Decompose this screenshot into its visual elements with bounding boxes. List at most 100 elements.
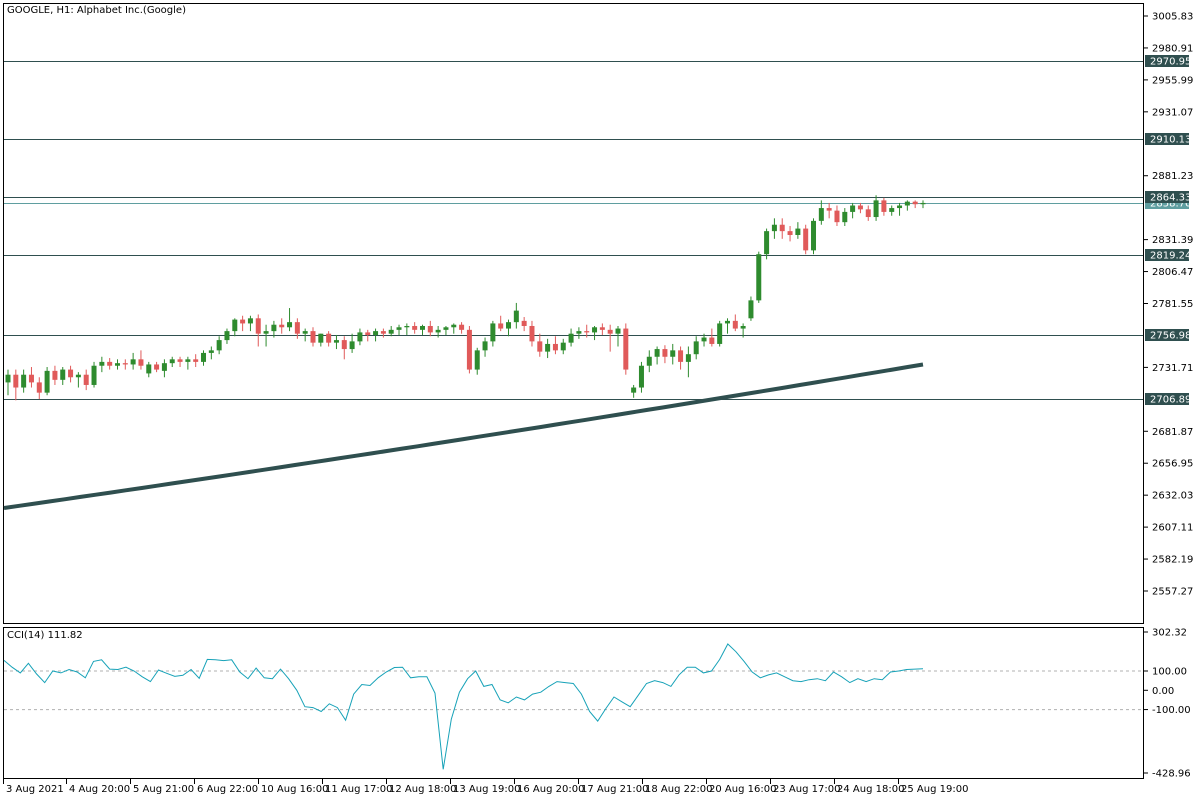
candle-body	[529, 325, 535, 342]
price-box-bg	[1145, 329, 1189, 341]
candle-body	[240, 319, 246, 324]
candle	[5, 369, 11, 396]
candle	[68, 365, 74, 383]
candle	[388, 325, 394, 337]
candle-body	[52, 370, 58, 380]
candle	[349, 333, 355, 353]
candle	[193, 354, 199, 368]
candle-body	[498, 323, 504, 329]
time-tick-label: 23 Aug 17:00	[773, 784, 840, 795]
price-tick-label: 2681.87	[1152, 427, 1193, 438]
candle	[670, 343, 676, 365]
candle-body	[834, 210, 840, 223]
candle	[537, 333, 543, 357]
candle-body	[263, 331, 269, 334]
candle-body	[615, 328, 621, 334]
level-price-box: 2756.98	[1145, 329, 1191, 342]
candle-body	[912, 201, 918, 205]
candle	[709, 328, 715, 347]
cci-title: CCI(14) 111.82	[7, 630, 83, 641]
candle	[177, 356, 183, 368]
candle	[404, 323, 410, 335]
candle	[396, 324, 402, 335]
candle-body	[513, 310, 519, 323]
candle-body	[482, 341, 488, 351]
candle-body	[748, 300, 754, 319]
time-tick-label: 4 Aug 20:00	[69, 784, 130, 795]
candle	[154, 361, 160, 373]
chart-title: GOOGLE, H1: Alphabet Inc.(Google)	[7, 5, 186, 16]
candle-body	[787, 231, 793, 235]
cci-tick-label: -100.00	[1152, 705, 1191, 716]
price-box-label: 2858.70	[1150, 199, 1191, 210]
candle-body	[114, 363, 120, 366]
candle	[482, 337, 488, 357]
candle	[787, 226, 793, 242]
horizontal-levels	[4, 61, 1143, 400]
candle	[326, 331, 332, 347]
moving-average-line	[3, 362, 924, 510]
candle	[91, 361, 97, 388]
candle-body	[560, 342, 566, 351]
price-tick-label: 2656.95	[1152, 459, 1193, 470]
candle-body	[326, 333, 332, 343]
candle	[380, 328, 386, 338]
candle-body	[146, 364, 152, 374]
candle-body	[341, 340, 347, 350]
candle	[912, 200, 918, 209]
candle	[490, 320, 496, 347]
candle-body	[490, 323, 496, 342]
candle-body	[255, 318, 261, 334]
candle-body	[638, 365, 644, 388]
candle	[693, 336, 699, 360]
candle-body	[732, 320, 738, 329]
candle-body	[5, 374, 11, 383]
candle-body	[818, 208, 824, 221]
candle	[185, 356, 191, 370]
candle	[897, 202, 903, 216]
candle-body	[521, 320, 527, 326]
candle	[521, 317, 527, 332]
candle	[881, 197, 887, 216]
candle-body	[28, 374, 34, 383]
candle	[803, 224, 809, 255]
candle	[36, 377, 42, 400]
candle	[857, 202, 863, 214]
candle	[240, 315, 246, 332]
candle-body	[443, 327, 449, 330]
candle	[623, 323, 629, 375]
candle	[255, 314, 261, 347]
candle-body	[803, 228, 809, 251]
candle	[764, 228, 770, 260]
candle	[662, 345, 668, 364]
candle	[52, 365, 58, 385]
candle	[216, 336, 222, 355]
time-tick-label: 13 Aug 19:00	[453, 784, 520, 795]
price-box-label: 2970.95	[1150, 57, 1191, 68]
candle	[529, 320, 535, 347]
price-box-label: 2864.33	[1150, 193, 1191, 204]
candle-body	[592, 327, 598, 333]
candle-body	[68, 369, 74, 378]
candle	[28, 367, 34, 388]
candle	[740, 323, 746, 338]
level-price-box: 2864.33	[1145, 191, 1191, 204]
candle	[732, 314, 738, 332]
candle-body	[310, 331, 316, 343]
candle	[615, 325, 621, 347]
candle-body	[232, 319, 238, 332]
candle-body	[130, 359, 136, 365]
candle-body	[693, 341, 699, 355]
time-tick-label: 24 Aug 18:00	[837, 784, 904, 795]
candle	[474, 347, 480, 375]
candle-body	[842, 211, 848, 223]
candle-body	[396, 327, 402, 330]
candle-body	[631, 387, 637, 393]
candle-body	[709, 337, 715, 344]
candle	[310, 327, 316, 347]
candle-body	[826, 208, 832, 211]
candle	[169, 356, 175, 368]
candle-body	[388, 329, 394, 334]
candle	[638, 361, 644, 393]
